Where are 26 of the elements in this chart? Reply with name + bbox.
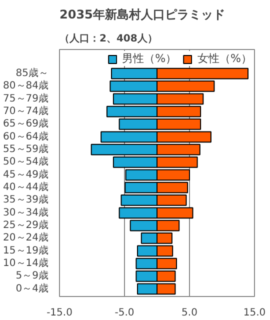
y-tick-label: 30～34歳: [3, 206, 49, 218]
y-tick-label: 25～29歳: [3, 219, 49, 232]
legend-label: 男性（%）: [122, 51, 177, 66]
x-tick-label: -5.0: [114, 308, 134, 318]
y-tick-label: 85歳～: [16, 67, 49, 80]
x-tick-label: 5.0: [182, 308, 198, 318]
y-tick-label: 10～14歳: [3, 257, 49, 270]
x-tick-label: 15.0: [243, 308, 266, 318]
y-tick-label: 40～44歳: [3, 181, 49, 194]
chart-subtitle: （人口：2、408人）: [60, 32, 158, 44]
y-tick-label: 55～59歳: [3, 143, 49, 156]
y-tick-label: 20～24歳: [3, 232, 49, 244]
y-tick-label: 0～4歳: [16, 282, 49, 294]
y-tick-label: 15～19歳: [3, 244, 49, 256]
y-tick-label: 65～69歳: [3, 118, 49, 130]
chart-title: 2035年新島村人口ピラミッド: [60, 8, 225, 22]
x-tick-label: -15.0: [46, 308, 72, 318]
y-tick-label: 75～79歳: [3, 92, 49, 104]
y-tick-label: 80～84歳: [3, 80, 49, 92]
y-tick-label: 5～9歳: [16, 270, 49, 282]
y-tick-label: 60～64歳: [3, 130, 49, 142]
legend-label: 女性（%）: [198, 51, 252, 66]
y-tick-label: 45～49歳: [3, 168, 49, 180]
y-tick-label: 35～39歳: [3, 194, 49, 206]
y-tick-label: 70～74歳: [3, 105, 49, 118]
y-tick-label: 50～54歳: [3, 156, 49, 168]
